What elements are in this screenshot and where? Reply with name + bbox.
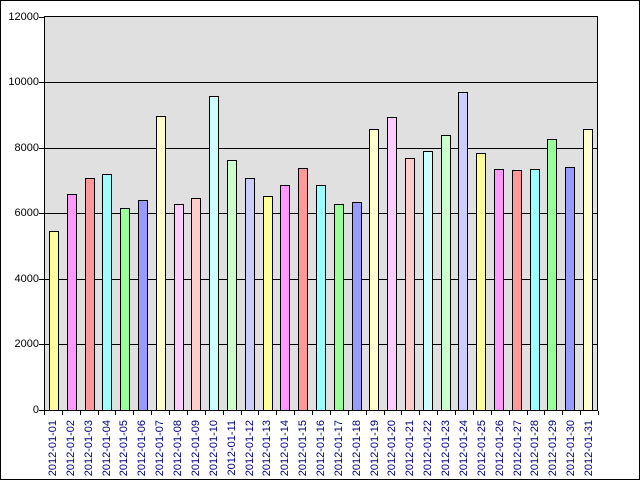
bar <box>441 135 451 410</box>
y-tick-label: 10000 <box>8 76 39 88</box>
x-tick <box>80 411 81 415</box>
x-tick <box>527 411 528 415</box>
x-tick <box>366 411 367 415</box>
x-tick <box>44 411 45 415</box>
bar <box>530 169 540 410</box>
y-tick <box>39 148 44 149</box>
y-tick <box>39 279 44 280</box>
y-tick <box>39 410 44 411</box>
bar <box>476 153 486 410</box>
bar <box>369 129 379 410</box>
bar <box>209 96 219 410</box>
x-tick <box>544 411 545 415</box>
bar <box>334 204 344 410</box>
bar <box>156 116 166 410</box>
x-tick <box>491 411 492 415</box>
x-tick <box>401 411 402 415</box>
bar <box>174 204 184 410</box>
y-tick-label: 12000 <box>8 11 39 23</box>
bar <box>316 185 326 410</box>
x-tick <box>169 411 170 415</box>
bar <box>583 129 593 410</box>
x-tick <box>348 411 349 415</box>
x-tick <box>384 411 385 415</box>
bar <box>423 151 433 410</box>
y-tick <box>39 82 44 83</box>
x-tick <box>562 411 563 415</box>
x-tick <box>473 411 474 415</box>
x-tick <box>419 411 420 415</box>
bar <box>85 178 95 410</box>
y-tick-label: 2000 <box>14 338 39 350</box>
y-tick <box>39 344 44 345</box>
x-tick <box>241 411 242 415</box>
x-tick <box>455 411 456 415</box>
x-tick <box>580 411 581 415</box>
x-tick <box>133 411 134 415</box>
bar <box>245 178 255 410</box>
bar <box>191 198 201 410</box>
bar <box>227 160 237 410</box>
x-tick <box>598 411 599 415</box>
y-tick-label: 0 <box>32 404 39 416</box>
x-tick <box>151 411 152 415</box>
bar <box>138 200 148 410</box>
x-tick <box>330 411 331 415</box>
bar <box>120 208 130 410</box>
bar <box>352 202 362 410</box>
y-tick <box>39 17 44 18</box>
bar <box>405 158 415 410</box>
y-tick-label: 6000 <box>14 207 39 219</box>
x-tick <box>258 411 259 415</box>
x-tick <box>205 411 206 415</box>
bar <box>494 169 504 410</box>
bar <box>102 174 112 410</box>
y-tick-label: 4000 <box>14 273 39 285</box>
x-tick <box>62 411 63 415</box>
gridline <box>45 148 597 149</box>
y-tick <box>39 213 44 214</box>
x-tick <box>509 411 510 415</box>
bar <box>512 170 522 410</box>
x-tick <box>294 411 295 415</box>
y-tick-label: 8000 <box>14 142 39 154</box>
gridline <box>45 82 597 83</box>
plot-area <box>44 16 598 411</box>
x-tick <box>115 411 116 415</box>
bar <box>49 231 59 410</box>
bar <box>458 92 468 410</box>
x-tick <box>437 411 438 415</box>
bar <box>547 139 557 410</box>
bar <box>67 194 77 410</box>
x-tick <box>223 411 224 415</box>
bar <box>263 196 273 410</box>
bar <box>387 117 397 410</box>
bar <box>298 168 308 410</box>
x-tick <box>187 411 188 415</box>
x-tick <box>312 411 313 415</box>
bar <box>280 185 290 410</box>
x-tick <box>276 411 277 415</box>
bar <box>565 167 575 410</box>
x-tick <box>98 411 99 415</box>
